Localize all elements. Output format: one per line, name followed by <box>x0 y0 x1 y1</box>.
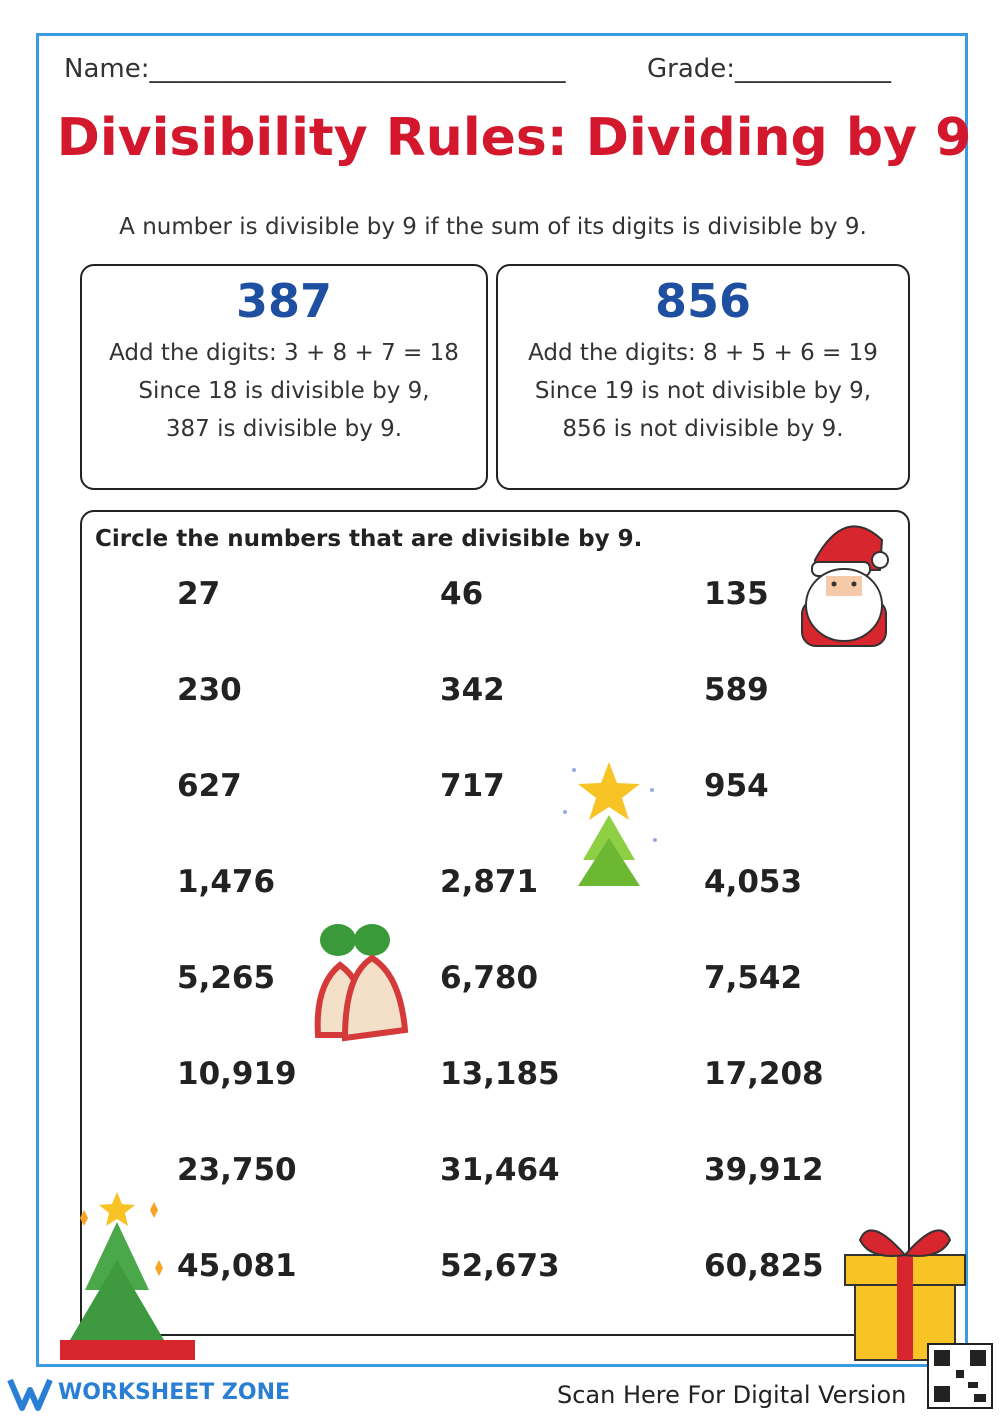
exercise-number: 4,053 <box>704 864 803 900</box>
exercise-number: 10,919 <box>177 1056 297 1092</box>
exercise-number: 230 <box>177 672 242 708</box>
example-line: 387 is divisible by 9. <box>165 416 403 442</box>
exercise-number: 589 <box>704 672 769 708</box>
exercise-number: 342 <box>440 672 505 708</box>
exercise-number: 39,912 <box>704 1152 824 1188</box>
exercise-number: 6,780 <box>440 960 539 996</box>
exercise-number: 954 <box>704 768 769 804</box>
scan-text: Scan Here For Digital Version <box>557 1381 907 1409</box>
logo-mark <box>7 1378 53 1411</box>
exercise-number: 17,208 <box>704 1056 824 1092</box>
rule-text: A number is divisible by 9 if the sum of… <box>119 214 867 240</box>
exercise-number: 31,464 <box>440 1152 560 1188</box>
example-line: Since 18 is divisible by 9, <box>138 378 430 404</box>
exercise-number: 52,673 <box>440 1248 560 1284</box>
exercise-number: 2,871 <box>440 864 539 900</box>
example-explanation: Add the digits: 3 + 8 + 7 = 18 Since 18 i… <box>82 334 486 448</box>
example-line: 856 is not divisible by 9. <box>562 416 844 442</box>
example-number: 856 <box>654 274 752 328</box>
example-line: Add the digits: 8 + 5 + 6 = 19 <box>528 340 878 366</box>
exercise-number: 5,265 <box>177 960 276 996</box>
exercise-number: 60,825 <box>704 1248 824 1284</box>
exercise-number: 23,750 <box>177 1152 297 1188</box>
example-box: 387 Add the digits: 3 + 8 + 7 = 18 Since 1… <box>80 264 488 490</box>
exercise-number: 1,476 <box>177 864 276 900</box>
exercise-number: 46 <box>440 576 484 612</box>
page-border <box>36 33 968 1367</box>
exercise-box <box>80 510 910 1336</box>
instruction: Circle the numbers that are divisible by… <box>95 526 643 552</box>
example-explanation: Add the digits: 8 + 5 + 6 = 19 Since 19 i… <box>498 334 908 448</box>
exercise-number: 627 <box>177 768 242 804</box>
example-line: Since 19 is not divisible by 9, <box>534 378 872 404</box>
exercise-number: 135 <box>704 576 769 612</box>
exercise-number: 13,185 <box>440 1056 560 1092</box>
title: Divisibility Rules: Dividing by 9 <box>56 108 972 168</box>
example-box: 856 Add the digits: 8 + 5 + 6 = 19 Since 1… <box>496 264 910 490</box>
brand-name: WORKSHEET ZONE <box>58 1380 291 1405</box>
exercise-number: 717 <box>440 768 505 804</box>
exercise-number: 27 <box>177 576 221 612</box>
grade-field: Grade:____________ <box>647 54 892 84</box>
example-line: Add the digits: 3 + 8 + 7 = 18 <box>109 340 459 366</box>
exercise-number: 45,081 <box>177 1248 297 1284</box>
exercise-number: 7,542 <box>704 960 803 996</box>
example-number: 387 <box>235 274 333 328</box>
name-field: Name:________________________________ <box>64 54 566 84</box>
